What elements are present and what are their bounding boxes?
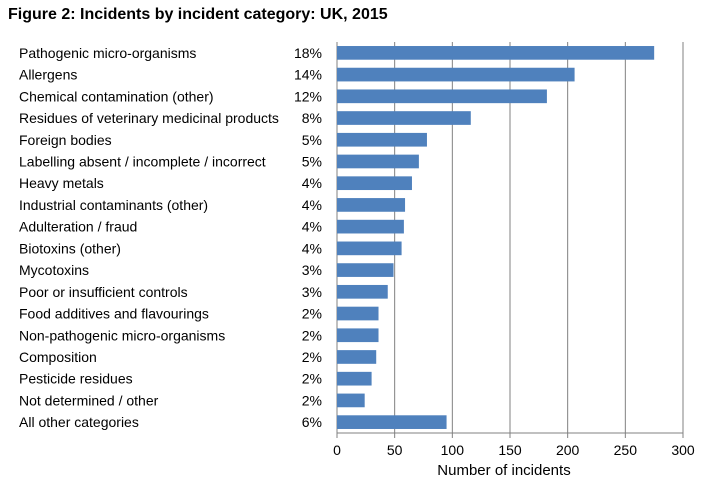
bar [337, 154, 419, 169]
gridlines [336, 42, 684, 438]
percentage-label: 12% [294, 88, 322, 104]
percentage-label: 4% [302, 219, 322, 235]
bar [337, 132, 427, 147]
x-axis-title: Number of incidents [437, 462, 570, 479]
bar [337, 371, 372, 386]
category-label: Labelling absent / incomplete / incorrec… [19, 153, 266, 169]
percentage-label: 4% [302, 175, 322, 191]
category-label: Not determined / other [19, 392, 159, 408]
category-label: Mycotoxins [19, 262, 89, 278]
bar [337, 198, 406, 212]
chart-title: Figure 2: Incidents by incident category… [8, 6, 388, 23]
percentage-label: 18% [294, 45, 322, 61]
category-label: Non-pathogenic micro-organisms [19, 327, 225, 343]
percentage-label: 5% [302, 132, 322, 148]
percentage-label: 6% [302, 414, 322, 430]
bar [337, 89, 547, 104]
x-tick-label: 0 [333, 442, 341, 458]
category-label: Composition [19, 349, 97, 365]
percentage-labels: 18% 14% 12% 8% 5% 5% 4% 4% 4% 4% 3% 3% 2% 2% 2% 2% 2% 6% [294, 45, 322, 430]
x-tick-labels: 0 50 100 150 200 250 300 [333, 442, 695, 458]
category-label: Pesticide residues [19, 371, 133, 387]
percentage-label: 2% [302, 371, 322, 387]
category-label: Food additives and flavourings [19, 306, 209, 322]
percentage-label: 2% [302, 349, 322, 365]
percentage-label: 5% [302, 153, 322, 169]
category-label: Heavy metals [19, 175, 104, 191]
percentage-label: 14% [294, 67, 322, 83]
category-label: Poor or insufficient controls [19, 284, 188, 300]
category-label: All other categories [19, 414, 139, 430]
percentage-label: 8% [302, 110, 322, 126]
bar [337, 350, 377, 364]
x-tick-label: 200 [556, 442, 580, 458]
bar [337, 176, 412, 191]
percentage-label: 3% [302, 284, 322, 300]
category-labels: Pathogenic micro-organisms Allergens Chemi… [19, 45, 279, 430]
x-tick-label: 150 [498, 442, 522, 458]
category-label: Industrial contaminants (other) [19, 197, 208, 213]
bar [337, 328, 379, 343]
x-tick-label: 250 [614, 442, 638, 458]
category-label: Biotoxins (other) [19, 240, 121, 256]
bar [337, 263, 394, 277]
bar [337, 415, 447, 429]
category-label: Pathogenic micro-organisms [19, 45, 196, 61]
percentage-label: 2% [302, 306, 322, 322]
percentage-label: 2% [302, 327, 322, 343]
category-label: Chemical contamination (other) [19, 88, 214, 104]
percentage-label: 4% [302, 197, 322, 213]
bar [337, 46, 655, 60]
x-tick-label: 50 [387, 442, 403, 458]
bar [337, 284, 388, 299]
bar [337, 67, 575, 82]
bar [337, 219, 404, 234]
bars [337, 46, 655, 429]
category-label: Allergens [19, 67, 77, 83]
x-tick-label: 100 [441, 442, 465, 458]
percentage-label: 3% [302, 262, 322, 278]
category-label: Residues of veterinary medicinal product… [19, 110, 279, 126]
percentage-label: 4% [302, 240, 322, 256]
bar [337, 306, 379, 321]
category-label: Foreign bodies [19, 132, 112, 148]
percentage-label: 2% [302, 392, 322, 408]
bar [337, 111, 471, 125]
category-label: Adulteration / fraud [19, 219, 137, 235]
x-tick-label: 300 [671, 442, 695, 458]
bar [337, 393, 365, 408]
bar [337, 241, 402, 256]
